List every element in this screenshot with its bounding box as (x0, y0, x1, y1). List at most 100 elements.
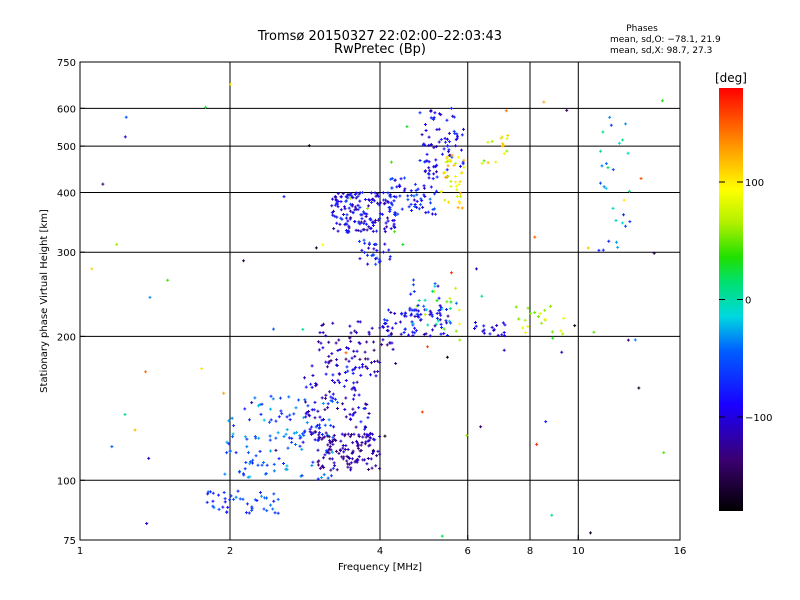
data-point (324, 393, 328, 397)
data-point (445, 118, 449, 122)
data-point (503, 323, 507, 327)
data-point (367, 225, 371, 229)
data-point (616, 245, 620, 249)
data-point (206, 490, 210, 494)
data-point (637, 386, 641, 390)
data-point (482, 159, 486, 163)
data-point (372, 247, 376, 251)
data-point (445, 355, 449, 359)
data-point (328, 441, 332, 445)
data-point (399, 177, 403, 181)
data-point (355, 331, 359, 335)
data-point (321, 346, 325, 350)
data-point (414, 329, 418, 333)
data-point (627, 189, 631, 193)
data-point (260, 494, 264, 498)
data-point (601, 248, 605, 252)
data-point (217, 507, 221, 511)
data-point (429, 116, 433, 120)
data-point (348, 209, 352, 213)
data-point (294, 406, 298, 410)
data-point (324, 372, 328, 376)
data-point (331, 466, 335, 470)
data-point (383, 242, 387, 246)
data-point (435, 128, 439, 132)
data-point (377, 258, 381, 262)
data-point (325, 365, 329, 369)
data-point (260, 402, 264, 406)
data-point (446, 174, 450, 178)
y-tick-label: 750 (57, 58, 76, 69)
data-point (223, 497, 227, 501)
data-point (248, 475, 252, 479)
data-point (415, 193, 419, 197)
data-point (457, 183, 461, 187)
data-point (460, 206, 464, 210)
data-point (351, 449, 355, 453)
data-point (446, 150, 450, 154)
data-point (458, 164, 462, 168)
data-point (358, 342, 362, 346)
data-point (548, 304, 552, 308)
data-point (412, 278, 416, 282)
data-point (550, 330, 554, 334)
data-point (222, 491, 226, 495)
data-point (367, 241, 371, 245)
data-point (437, 296, 441, 300)
data-point (351, 407, 355, 411)
data-point (392, 224, 396, 228)
data-point (374, 374, 378, 378)
data-point (328, 439, 332, 443)
data-point (327, 354, 331, 358)
data-point (526, 325, 530, 329)
data-point (418, 111, 422, 115)
data-point (384, 221, 388, 225)
data-point (336, 407, 340, 411)
data-point (521, 326, 525, 330)
data-point (431, 289, 435, 293)
data-point (344, 415, 348, 419)
x-axis-label: Frequency [MHz] (338, 562, 422, 573)
data-point (354, 459, 358, 463)
data-point (381, 338, 385, 342)
data-point (425, 308, 429, 312)
data-point (333, 214, 337, 218)
data-point (344, 379, 348, 383)
data-point (604, 162, 608, 166)
y-tick-label: 400 (57, 188, 76, 199)
data-point (565, 108, 569, 112)
data-point (364, 365, 368, 369)
data-point (359, 229, 363, 233)
data-point (354, 425, 358, 429)
data-point (359, 213, 363, 217)
data-point (335, 468, 339, 472)
data-point (227, 442, 231, 446)
data-point (358, 205, 362, 209)
data-point (354, 207, 358, 211)
x-tick-label: 8 (527, 546, 533, 557)
data-point (366, 433, 370, 437)
data-point (433, 192, 437, 196)
data-point (502, 152, 506, 156)
data-point (448, 296, 452, 300)
data-point (371, 197, 375, 201)
data-point (419, 312, 423, 316)
data-point (353, 193, 357, 196)
data-point (559, 329, 563, 333)
data-point (353, 354, 357, 358)
data-point (375, 229, 379, 233)
data-point (474, 267, 478, 271)
data-point (276, 431, 280, 435)
data-point (367, 439, 371, 443)
data-point (435, 299, 439, 303)
data-point (431, 207, 435, 211)
data-point (346, 432, 350, 436)
data-point (336, 199, 340, 203)
data-point (337, 381, 341, 385)
data-point (369, 226, 373, 230)
data-point (304, 385, 308, 389)
data-point (542, 100, 546, 104)
data-point (502, 334, 506, 338)
data-point (243, 435, 247, 439)
data-point (352, 393, 356, 397)
